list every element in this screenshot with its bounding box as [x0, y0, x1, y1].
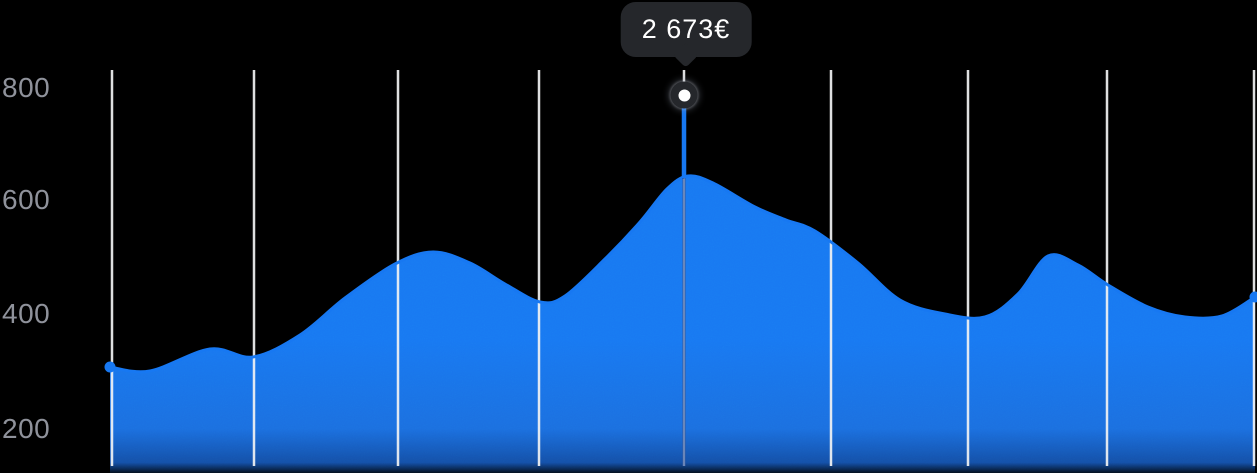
tooltip: 2 673€: [620, 2, 752, 57]
line-start-dot: [104, 361, 116, 373]
area-line: [108, 174, 1257, 374]
line-end-dot: [1249, 291, 1257, 303]
y-axis-label-600: 600: [2, 184, 51, 215]
marker-core-dot: [678, 89, 690, 101]
y-axis-label-400: 400: [2, 298, 51, 329]
tooltip-value: 2 673€: [641, 14, 731, 44]
y-axis-label-800: 800: [2, 72, 51, 103]
y-axis-label-200: 200: [2, 413, 51, 444]
selected-point-marker[interactable]: [670, 81, 698, 109]
